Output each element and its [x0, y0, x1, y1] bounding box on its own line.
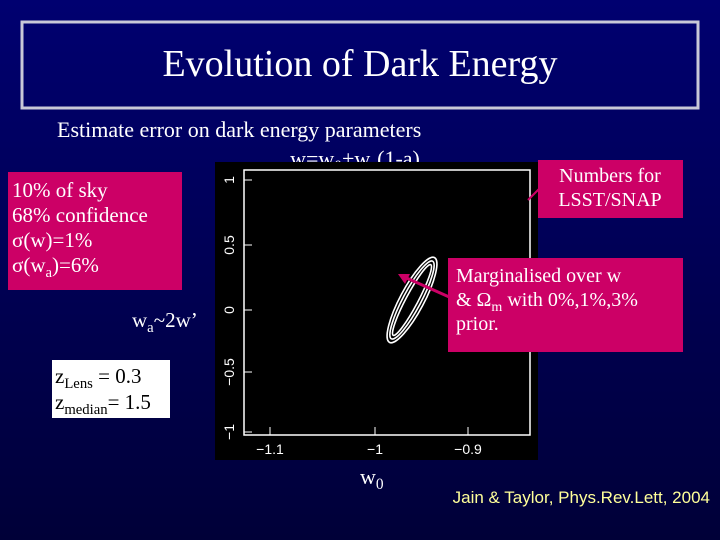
subscript: a — [147, 320, 154, 336]
text-line: σ(wa)=6% — [12, 253, 99, 281]
ellipses — [386, 256, 438, 344]
y-tick-label: −1 — [221, 424, 237, 440]
text-segment: σ(w)=1% — [12, 228, 92, 252]
text-line: wa~2w’ — [132, 308, 198, 336]
text-line: Marginalised over w — [456, 265, 622, 287]
subtitle: Estimate error on dark energy parameters — [57, 117, 421, 142]
x-tick-label: −1 — [367, 441, 383, 457]
text-line: & Ωm with 0%,1%,3% — [456, 289, 638, 315]
text-segment: z — [55, 390, 64, 414]
text-segment: ~2w’ — [154, 308, 198, 332]
x-tick-label: −1.1 — [256, 441, 284, 457]
text-segment: = 0.3 — [93, 364, 142, 388]
y-tick-label: −0.5 — [221, 358, 237, 386]
redshift-box — [52, 360, 170, 418]
citation: Jain & Taylor, Phys.Rev.Lett, 2004 — [453, 488, 710, 507]
text-segment: 10% of sky — [12, 178, 108, 202]
text-segment: LSST/SNAP — [558, 189, 661, 211]
text-segment: w — [132, 308, 148, 332]
text-segment: )=6% — [52, 253, 99, 277]
text-segment: with 0%,1%,3% — [502, 289, 638, 311]
marginalised-text: Marginalised over w& Ωm with 0%,1%,3%pri… — [456, 265, 638, 335]
numbers-box — [538, 160, 683, 218]
x-axis-label: w0 — [360, 464, 384, 493]
text-line: prior. — [456, 313, 499, 335]
subscript: a — [45, 265, 52, 281]
text-line: Numbers for — [559, 165, 661, 187]
text-segment: σ(w — [12, 253, 46, 277]
y-tick-label: 0.5 — [221, 235, 237, 255]
text-segment: w — [360, 464, 376, 489]
y-tick-label: 0 — [221, 306, 237, 314]
arrow — [401, 274, 457, 302]
plot: 1 0.5 0 −0.5 −1 −1.1 −1 −0.9 — [221, 169, 531, 457]
left-box — [8, 172, 182, 290]
y-tick-label: 1 — [221, 176, 237, 184]
text-line: σ(w)=1% — [12, 228, 92, 252]
text-line: 68% confidence — [12, 203, 148, 227]
text-segment: Numbers for — [559, 165, 661, 187]
approximation: wa~2w’ — [132, 308, 198, 336]
text-segment: Marginalised over w — [456, 265, 622, 287]
x-tick-label: −0.9 — [454, 441, 482, 457]
subscript: 0 — [376, 476, 384, 493]
arrow-head — [398, 274, 410, 284]
ellipse — [386, 256, 438, 344]
subscript: median — [64, 402, 108, 418]
title: Evolution of Dark Energy — [162, 43, 557, 85]
title-frame — [20, 20, 700, 110]
text-line: zmedian= 1.5 — [55, 390, 151, 418]
subscript: m — [491, 300, 502, 315]
marginalised-box — [448, 258, 683, 352]
text-segment: 68% confidence — [12, 203, 148, 227]
text-line: zLens = 0.3 — [55, 364, 141, 392]
ellipse — [389, 260, 435, 340]
text-segment: prior. — [456, 313, 499, 335]
text-line: 10% of sky — [12, 178, 108, 202]
pointer — [527, 187, 541, 201]
subscript: Lens — [64, 376, 93, 392]
text-segment: & Ω — [456, 289, 491, 311]
text-segment: z — [55, 364, 64, 388]
text-line: LSST/SNAP — [558, 189, 661, 211]
ellipse — [391, 263, 433, 337]
text-segment: = 1.5 — [108, 390, 151, 414]
